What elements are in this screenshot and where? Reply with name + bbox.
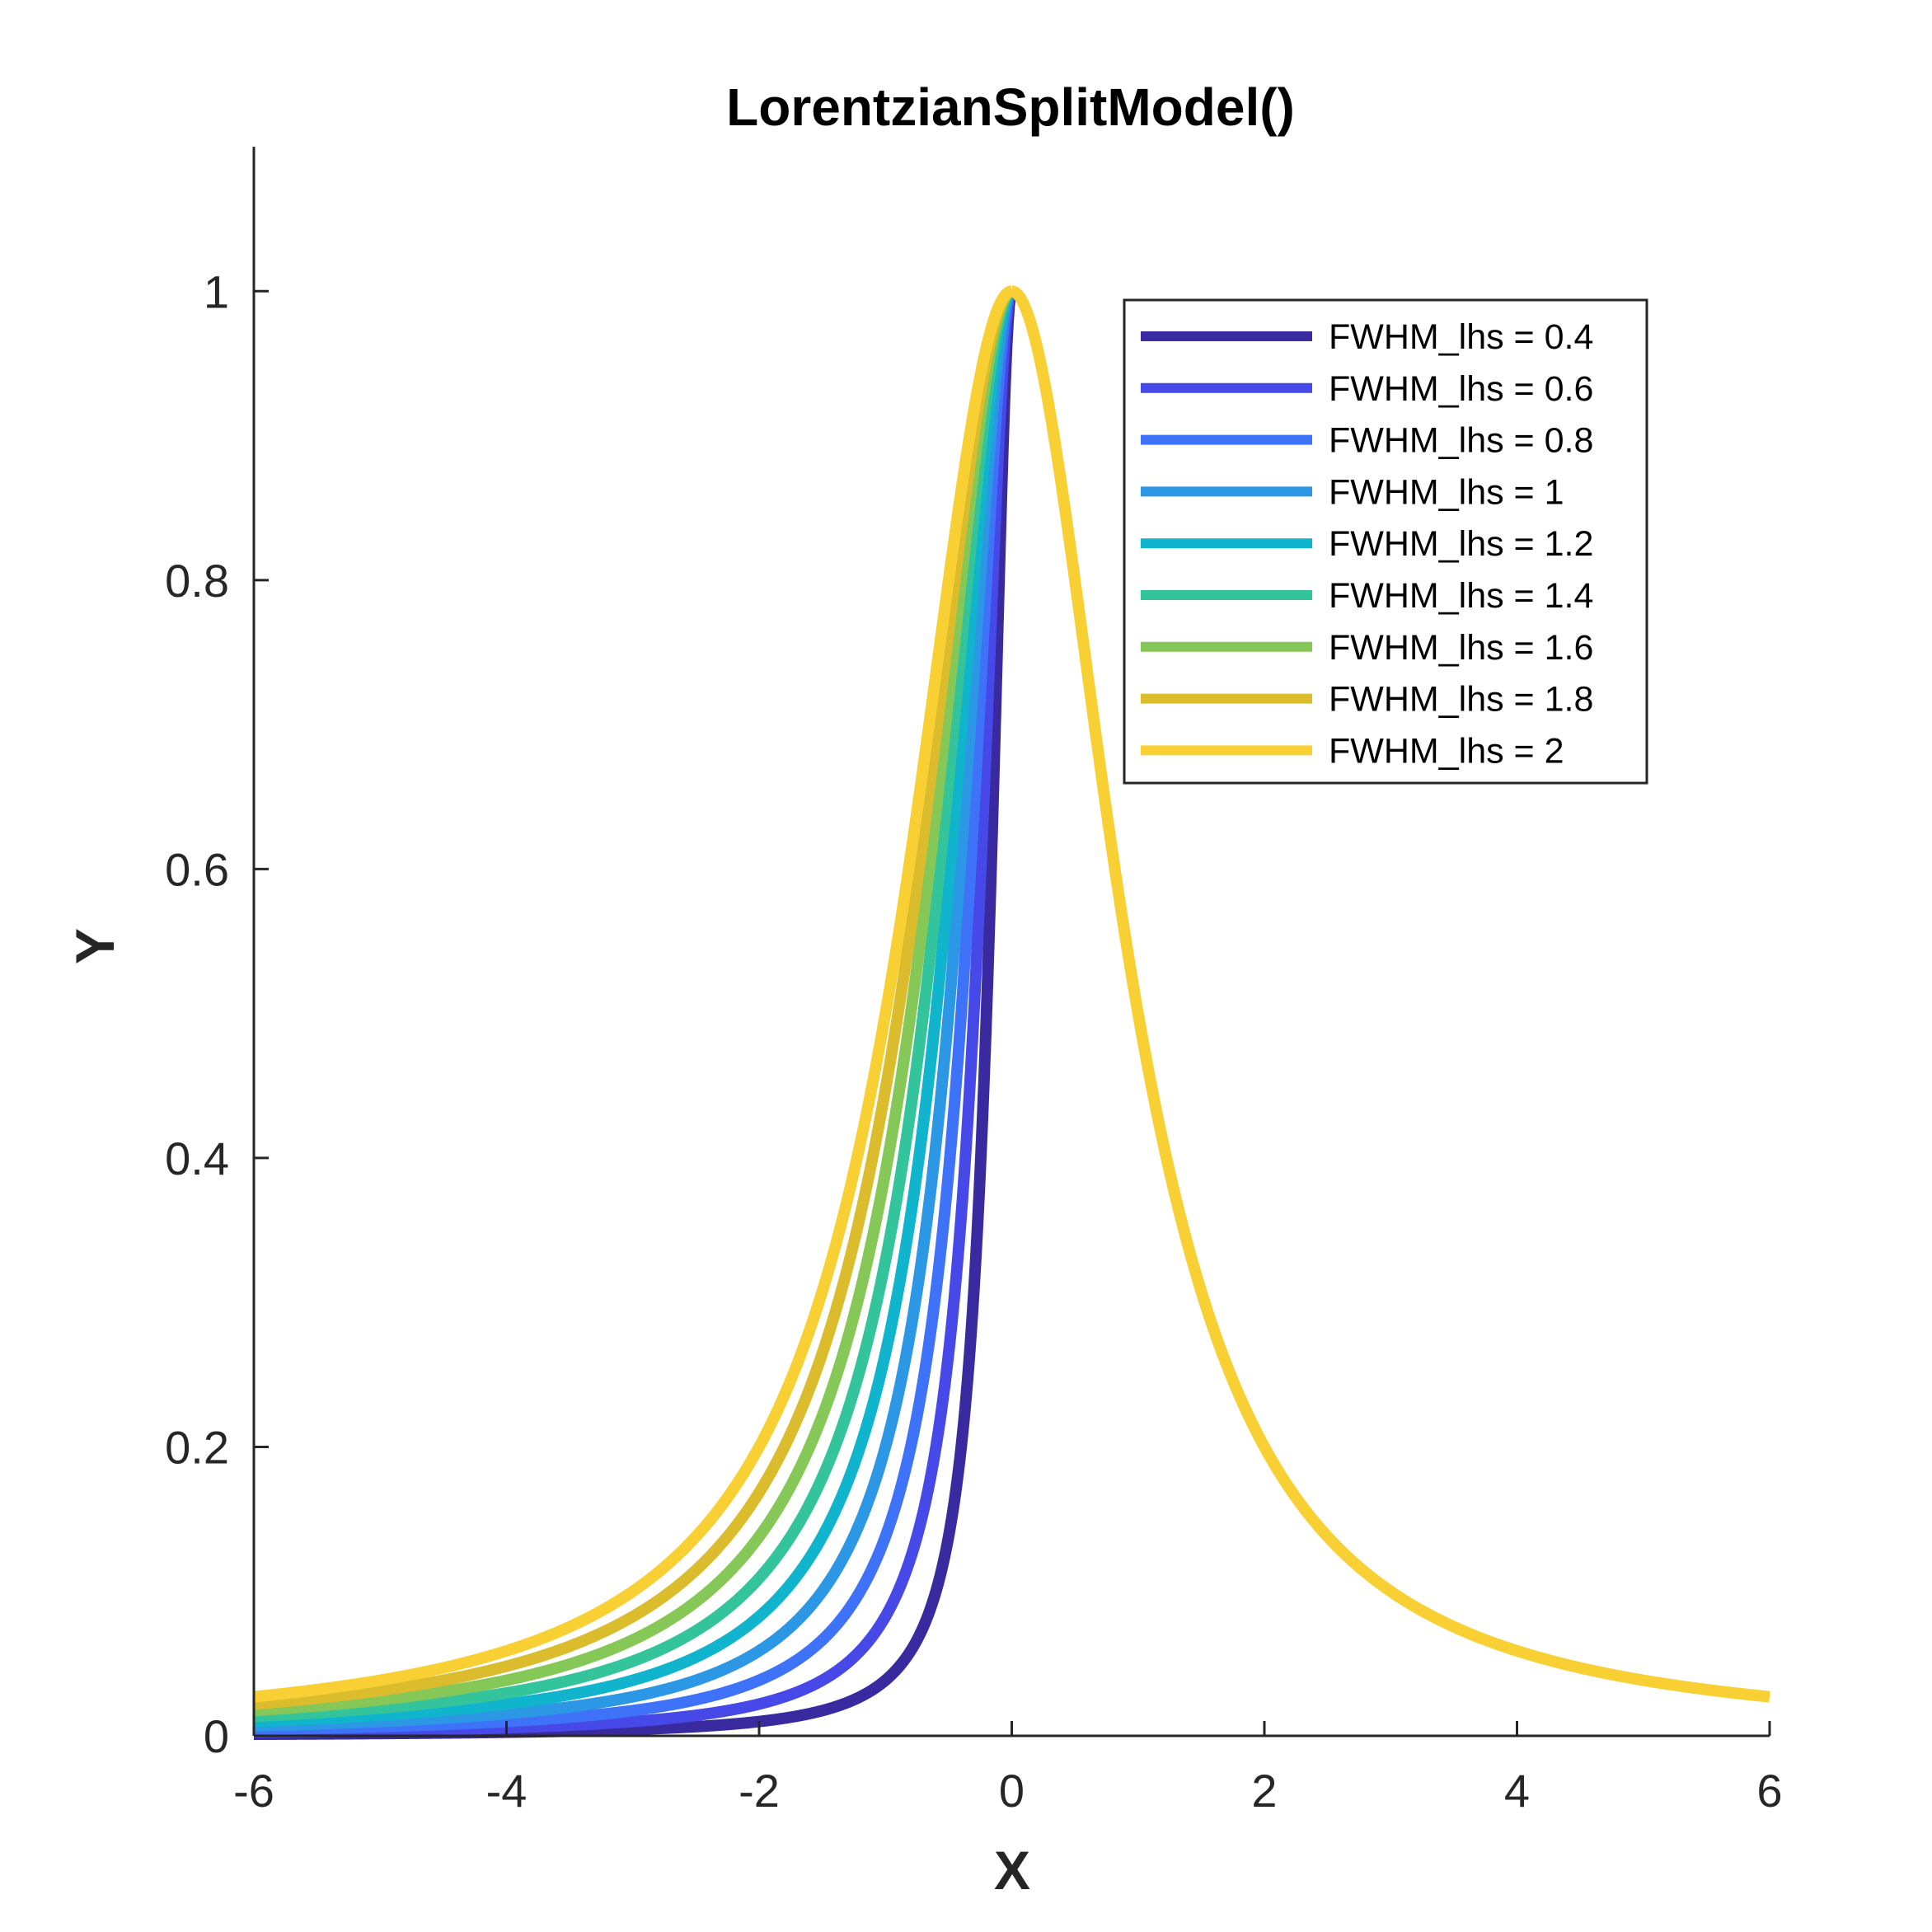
chart-title: LorentzianSplitModel() — [726, 77, 1295, 137]
y-axis-label: Y — [64, 928, 125, 964]
x-tick-label: 4 — [1504, 1765, 1530, 1817]
series-line-lhs-7 — [249, 285, 1016, 1717]
x-tick-label: 6 — [1756, 1765, 1782, 1817]
legend-label: FWHM_lhs = 1.2 — [1329, 524, 1593, 564]
x-tick-label: -6 — [233, 1765, 274, 1817]
legend-label: FWHM_lhs = 1.6 — [1329, 628, 1593, 668]
series-line-lhs-9 — [249, 285, 1016, 1703]
legend-label: FWHM_lhs = 0.4 — [1329, 317, 1593, 357]
y-tick-label: 0 — [204, 1710, 229, 1762]
x-tick-label: -2 — [739, 1765, 780, 1817]
y-tick-label: 0.8 — [165, 555, 229, 607]
x-tick-label: -4 — [486, 1765, 528, 1817]
series-line-lhs-6 — [249, 285, 1016, 1723]
y-tick-label: 0.2 — [165, 1421, 229, 1473]
series-line-lhs-5 — [249, 285, 1016, 1728]
legend-label: FWHM_lhs = 0.8 — [1329, 421, 1593, 461]
series-line-lhs-4 — [249, 285, 1016, 1732]
series-line-lhs-8 — [249, 285, 1016, 1710]
legend-label: FWHM_lhs = 2 — [1329, 731, 1564, 771]
legend-label: FWHM_lhs = 1.8 — [1329, 680, 1593, 720]
x-axis-label: X — [994, 1840, 1030, 1901]
y-tick-label: 1 — [204, 265, 229, 317]
axes: -6 -4 -2 0 2 4 6 0 0.2 0.4 0.6 0.8 1 — [165, 147, 1783, 1817]
plot-area — [249, 285, 1775, 1741]
legend: FWHM_lhs = 0.4 FWHM_lhs = 0.6 FWHM_lhs = 0… — [1123, 298, 1648, 785]
x-tick-label: 2 — [1251, 1765, 1277, 1817]
y-tick-label: 0.6 — [165, 843, 229, 895]
y-tick-label: 0.4 — [165, 1132, 229, 1184]
legend-label: FWHM_lhs = 1.4 — [1329, 576, 1593, 616]
series-line-rhs — [1007, 285, 1775, 1703]
x-tick-label: 0 — [999, 1765, 1025, 1817]
legend-label: FWHM_lhs = 0.6 — [1329, 369, 1593, 409]
legend-label: FWHM_lhs = 1 — [1329, 472, 1564, 512]
